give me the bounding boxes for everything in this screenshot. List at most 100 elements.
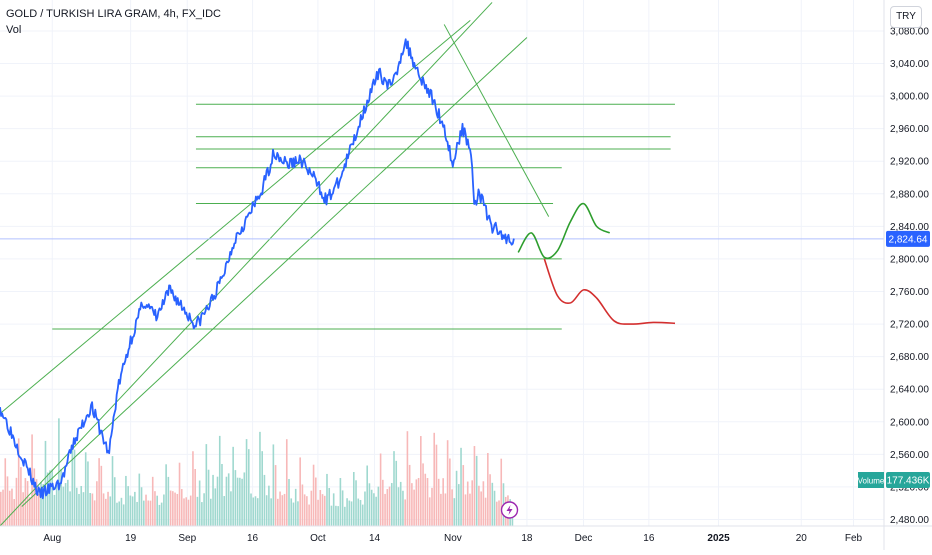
volume-bar — [330, 505, 333, 526]
currency-selector[interactable]: TRY — [890, 6, 922, 28]
time-tick-label: 18 — [521, 533, 533, 544]
volume-bar — [40, 482, 42, 526]
volume-bar — [156, 495, 158, 526]
volume-bar — [364, 491, 366, 526]
volume-bar — [212, 474, 214, 526]
volume-bar — [386, 489, 389, 526]
volume-bar — [49, 470, 51, 526]
price-series-line[interactable] — [0, 38, 515, 500]
volume-bar — [145, 494, 147, 526]
volume-bar — [4, 458, 7, 526]
volume-bar — [46, 472, 49, 526]
time-axis[interactable]: Aug 19 Sep 16 Oct 14 Nov 18 Dec 16 2025 20 Feb — [43, 533, 862, 544]
volume-bar — [265, 495, 268, 526]
volume-bar — [62, 486, 65, 526]
bullish-projection-line[interactable] — [517, 202, 611, 260]
volume-bar — [183, 498, 185, 526]
lightning-icon-bolt — [506, 505, 513, 515]
volume-bar — [444, 493, 447, 526]
volume-bar — [165, 464, 167, 526]
volume-bar — [82, 492, 85, 526]
channel-lower-line[interactable] — [0, 2, 493, 527]
volume-bar — [297, 501, 299, 526]
time-tick-label: 16 — [247, 533, 259, 544]
volume-bar — [239, 477, 241, 526]
volume-bar — [17, 438, 20, 526]
volume-bar — [163, 494, 165, 526]
lightning-icon[interactable] — [500, 501, 519, 519]
volume-bar — [341, 490, 344, 526]
volume-bar — [368, 483, 371, 526]
volume-bar — [201, 502, 203, 526]
volume-bar — [33, 468, 36, 526]
volume-bar — [281, 495, 284, 526]
volume-bar — [98, 458, 100, 526]
volume-bar — [42, 484, 45, 526]
volume-bar — [147, 500, 150, 526]
volume-bar — [382, 479, 384, 526]
volume-bar — [352, 472, 355, 526]
volume-indicator-label[interactable]: Vol — [6, 24, 22, 36]
volume-bar — [194, 469, 196, 526]
volume-bar — [51, 469, 53, 526]
volume-bar — [274, 465, 277, 526]
volume-bar — [346, 498, 348, 526]
volume-bar — [375, 496, 377, 526]
volume-bar — [299, 457, 301, 526]
volume-bar — [13, 499, 16, 526]
volume-bar — [292, 502, 295, 526]
volume-bar — [102, 493, 105, 526]
volume-bar — [44, 440, 47, 526]
volume-bar — [20, 467, 22, 526]
volume-bar — [317, 499, 319, 526]
volume-bar — [493, 490, 496, 526]
volume-bar — [87, 461, 89, 526]
time-tick-label: 16 — [643, 533, 655, 544]
volume-bar — [489, 474, 491, 526]
volume-bar — [306, 496, 308, 526]
volume-bar — [390, 483, 393, 526]
volume-bar — [373, 493, 375, 526]
channel-upper-line[interactable] — [0, 19, 471, 415]
volume-bar — [172, 491, 174, 526]
volume-bar — [180, 489, 183, 526]
volume-bar — [451, 489, 453, 526]
volume-bar — [442, 478, 444, 526]
volume-bar — [60, 469, 62, 526]
volume-bar — [221, 464, 223, 526]
volume-bar — [11, 488, 13, 526]
volume-bar — [247, 449, 250, 526]
volume-bar — [134, 491, 136, 526]
volume-bar — [93, 500, 96, 526]
volume-bar — [422, 463, 424, 526]
volume-bar — [230, 491, 232, 526]
channel-middle-line[interactable] — [21, 37, 528, 507]
volume-bar — [205, 444, 208, 526]
volume-bar — [417, 477, 420, 526]
volume-bar — [254, 496, 257, 526]
volume-bar — [187, 499, 190, 526]
volume-bar — [357, 498, 360, 526]
volume-bar — [214, 488, 217, 526]
volume-bar — [319, 490, 322, 526]
volume-bar — [424, 473, 427, 526]
descending-trendline[interactable] — [443, 24, 550, 217]
volume-bar — [127, 486, 129, 526]
price-tick-label: 2,840.00 — [890, 222, 929, 233]
volume-bar — [402, 490, 404, 526]
bearish-projection-line[interactable] — [543, 258, 676, 325]
volume-bar — [335, 505, 337, 526]
volume-bar — [196, 496, 199, 526]
volume-bar — [84, 452, 87, 526]
volume-bar — [185, 497, 188, 526]
volume-bar — [457, 484, 460, 526]
volume-bar — [96, 481, 98, 526]
volume-bar — [154, 491, 156, 526]
volume-badge-value: 177.436K — [887, 476, 930, 487]
time-tick-label: Sep — [178, 533, 196, 544]
volume-bar — [312, 464, 315, 526]
volume-bar — [388, 486, 391, 526]
volume-bar — [475, 455, 478, 526]
volume-bar — [129, 495, 132, 526]
